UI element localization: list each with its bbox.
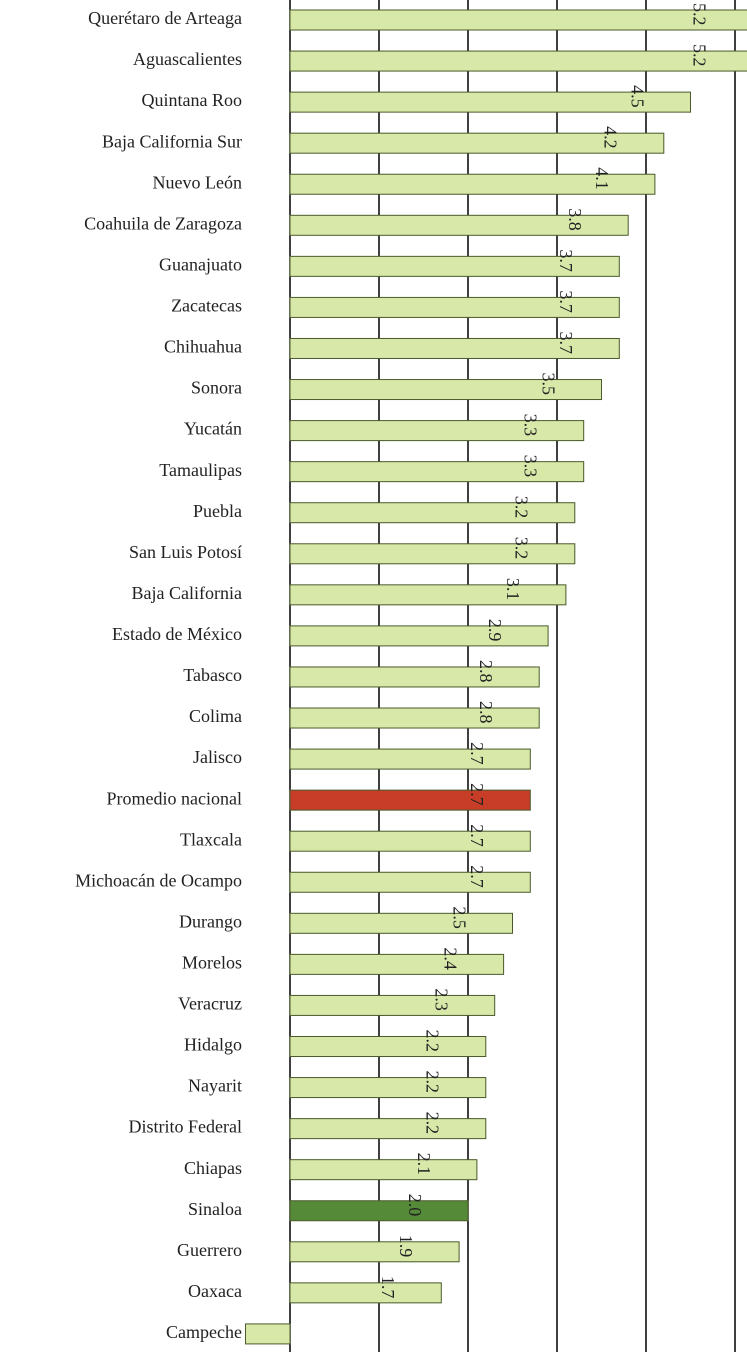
y-tick-label: Distrito Federal xyxy=(129,1117,242,1137)
y-tick-label: Puebla xyxy=(193,501,242,521)
y-tick-label: Jalisco xyxy=(193,747,242,767)
y-tick-label: Nuevo León xyxy=(153,172,242,192)
y-tick-label: Estado de México xyxy=(112,624,242,644)
data-label: 3.1 xyxy=(503,578,523,601)
data-label: 2.4 xyxy=(440,947,460,970)
data-label: 2.1 xyxy=(414,1153,434,1176)
data-label: 2.3 xyxy=(432,988,452,1011)
y-tick-label: Morelos xyxy=(182,953,242,973)
bar xyxy=(289,132,665,154)
data-label: 3.5 xyxy=(538,373,558,396)
data-label: 1.9 xyxy=(396,1235,416,1258)
data-label: 2.7 xyxy=(467,783,487,806)
data-label: 2.2 xyxy=(423,1030,443,1053)
y-tick-label: Tamaulipas xyxy=(159,460,242,480)
bar xyxy=(289,1241,460,1263)
bar xyxy=(289,830,531,852)
bar xyxy=(289,214,629,236)
y-tick-label: Hidalgo xyxy=(184,1035,242,1055)
y-tick-label: Sinaloa xyxy=(188,1199,242,1219)
data-label: 2.7 xyxy=(467,742,487,765)
data-label: 5.2 xyxy=(690,44,710,66)
data-label: 2.8 xyxy=(476,701,496,724)
bar xyxy=(289,707,540,729)
y-tick-label: San Luis Potosí xyxy=(129,542,242,562)
data-label: 2.0 xyxy=(405,1194,425,1217)
y-tick-label: Zacatecas xyxy=(171,296,242,316)
bar xyxy=(289,1077,487,1099)
data-label: 2.2 xyxy=(423,1071,443,1094)
y-tick-label: Nayarit xyxy=(188,1076,242,1096)
y-tick-label: Guanajuato xyxy=(159,254,242,274)
y-tick-label: Baja California xyxy=(132,583,242,603)
y-tick-label: Michoacán de Ocampo xyxy=(75,870,242,890)
data-label: 5.2 xyxy=(690,3,710,26)
bar xyxy=(289,379,602,401)
data-label: 3.2 xyxy=(512,537,532,560)
bar xyxy=(289,9,747,31)
bar xyxy=(289,1036,487,1057)
bar xyxy=(289,953,505,975)
y-tick-label: Aguascalientes xyxy=(133,49,242,69)
data-label: 2.7 xyxy=(467,865,487,888)
bar xyxy=(245,1323,291,1345)
bar xyxy=(289,1200,469,1222)
data-label: 1.7 xyxy=(378,1276,398,1299)
data-label: 2.7 xyxy=(467,824,487,847)
bar xyxy=(289,91,691,113)
y-tick-label: Oaxaca xyxy=(188,1281,242,1301)
y-tick-label: Tlaxcala xyxy=(180,829,242,849)
y-tick-label: Chiapas xyxy=(184,1158,242,1178)
bar xyxy=(289,502,576,524)
data-label: 2.9 xyxy=(485,619,505,642)
y-tick-label: Promedio nacional xyxy=(107,788,242,808)
bar xyxy=(289,912,513,934)
data-label: 3.2 xyxy=(512,496,532,518)
bar xyxy=(289,748,531,770)
data-label: 2.2 xyxy=(423,1112,443,1135)
data-label: 2.8 xyxy=(476,660,496,683)
y-tick-label: Durango xyxy=(179,911,242,931)
bar xyxy=(289,789,531,811)
bar xyxy=(289,1118,487,1140)
y-tick-label: Querétaro de Arteaga xyxy=(88,8,242,28)
y-tick-label: Yucatán xyxy=(184,419,242,439)
y-tick-label: Guerrero xyxy=(177,1240,242,1260)
y-tick-label: Coahuila de Zaragoza xyxy=(84,213,242,233)
bar xyxy=(289,337,620,359)
y-tick-label: Campeche xyxy=(166,1322,242,1342)
data-label: 2.5 xyxy=(449,906,469,929)
data-label: 3.8 xyxy=(565,208,585,231)
bar xyxy=(289,1282,442,1304)
bar xyxy=(289,666,540,688)
y-tick-label: Colima xyxy=(189,706,242,726)
data-label: 4.2 xyxy=(601,126,621,148)
bar xyxy=(289,255,620,277)
data-label: 4.5 xyxy=(627,85,647,108)
y-tick-label: Veracruz xyxy=(178,994,242,1014)
data-label: 3.7 xyxy=(556,249,576,271)
y-tick-label: Baja California Sur xyxy=(102,131,242,151)
bar xyxy=(289,543,576,565)
y-tick-label: Tabasco xyxy=(183,665,242,685)
bar xyxy=(289,50,747,72)
data-label: 3.3 xyxy=(521,414,541,437)
y-tick-label: Quintana Roo xyxy=(142,90,243,110)
bar xyxy=(289,625,549,647)
data-label: 3.7 xyxy=(556,331,576,354)
bar xyxy=(289,1159,478,1181)
bar xyxy=(289,994,496,1016)
data-label: 3.7 xyxy=(556,290,576,313)
bar xyxy=(289,871,531,893)
y-tick-label: Chihuahua xyxy=(164,337,242,357)
bar xyxy=(289,173,656,195)
bar xyxy=(289,296,620,318)
y-tick-label: Sonora xyxy=(191,378,242,398)
data-label: 4.1 xyxy=(592,167,612,190)
bar xyxy=(289,584,567,606)
bar xyxy=(289,420,585,442)
data-label: 3.3 xyxy=(521,455,541,478)
bar xyxy=(289,461,585,483)
